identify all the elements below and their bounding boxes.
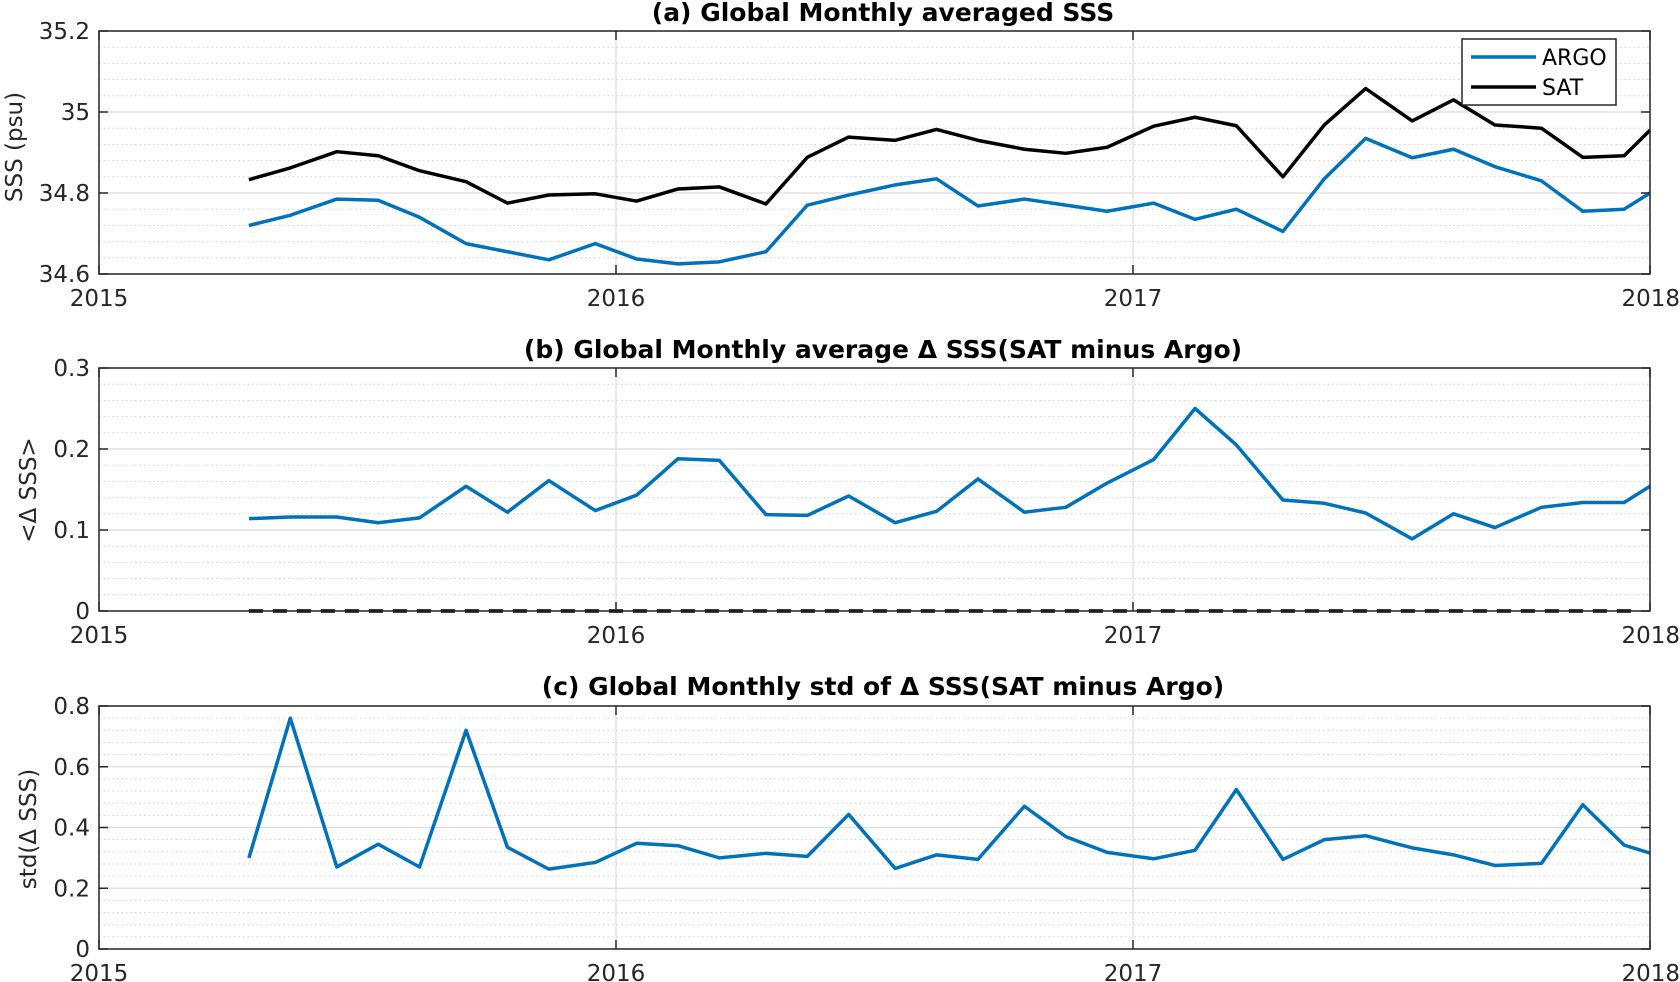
y-tick-label: 0.3 — [53, 356, 90, 382]
x-tick-label: 2017 — [1104, 286, 1163, 312]
x-tick-label: 2017 — [1104, 961, 1163, 982]
panel-a-plot: 34.6 34.8 35 35.2 2015 2016 2017 2018 — [39, 19, 1680, 312]
x-tick-label: 2015 — [70, 286, 129, 312]
y-tick-label: 35.2 — [39, 19, 90, 45]
panel-c: (c) Global Monthly std of Δ SSS(SAT minu… — [16, 672, 1680, 982]
series-line-argo — [248, 136, 1651, 266]
x-tick-label: 2017 — [1104, 623, 1163, 649]
y-tick-label: 0.2 — [53, 876, 90, 902]
panel-c-title: (c) Global Monthly std of Δ SSS(SAT minu… — [542, 672, 1224, 701]
legend-label-sat: SAT — [1542, 76, 1584, 101]
y-tick-label: 0.2 — [53, 437, 90, 463]
panel-b-title: (b) Global Monthly average Δ SSS(SAT min… — [524, 335, 1242, 364]
x-tick-label: 2018 — [1621, 623, 1680, 649]
axes-box — [98, 367, 1651, 612]
y-tick-label: 0.4 — [53, 816, 90, 842]
y-tick-label: 0.6 — [53, 755, 90, 781]
x-tick-label: 2015 — [70, 961, 129, 982]
x-tick-label: 2016 — [587, 961, 646, 982]
legend: ARGO SAT — [1461, 38, 1617, 106]
x-tick-label: 2015 — [70, 623, 129, 649]
panel-c-plot: 0 0.2 0.4 0.6 0.8 2015 2016 2017 2018 — [53, 694, 1680, 982]
y-tick-label: 35 — [61, 100, 90, 126]
x-tick-label: 2018 — [1621, 961, 1680, 982]
series-line-sat — [248, 86, 1652, 206]
y-tick-label: 0.1 — [53, 518, 90, 544]
x-tick-label: 2016 — [587, 623, 646, 649]
series-line-delta — [248, 406, 1651, 541]
axes-box — [98, 30, 1651, 275]
y-tick-label: 0 — [75, 937, 90, 963]
plot-area — [99, 368, 1650, 611]
y-tick-label: 0.8 — [53, 694, 90, 720]
panel-c-ylabel: std(Δ SSS) — [16, 769, 42, 889]
y-tick-label: 34.8 — [39, 181, 90, 207]
y-tick-label: 0 — [75, 599, 90, 625]
panel-b-plot: 0 0.1 0.2 0.3 2015 2016 2017 2018 — [53, 356, 1680, 649]
panel-a-ylabel: SSS (psu) — [2, 92, 28, 202]
legend-box — [1461, 38, 1617, 106]
x-tick-label: 2018 — [1621, 286, 1680, 312]
panel-a-title: (a) Global Monthly averaged SSS — [652, 0, 1114, 27]
panel-b-ylabel: <Δ SSS> — [16, 437, 42, 542]
legend-label-argo: ARGO — [1542, 46, 1607, 71]
series-line-delta — [247, 716, 1651, 871]
panel-b: (b) Global Monthly average Δ SSS(SAT min… — [16, 335, 1680, 649]
y-tick-label: 34.6 — [39, 262, 90, 288]
panel-a: (a) Global Monthly averaged SSS SSS (psu… — [2, 0, 1680, 312]
x-tick-label: 2016 — [587, 286, 646, 312]
